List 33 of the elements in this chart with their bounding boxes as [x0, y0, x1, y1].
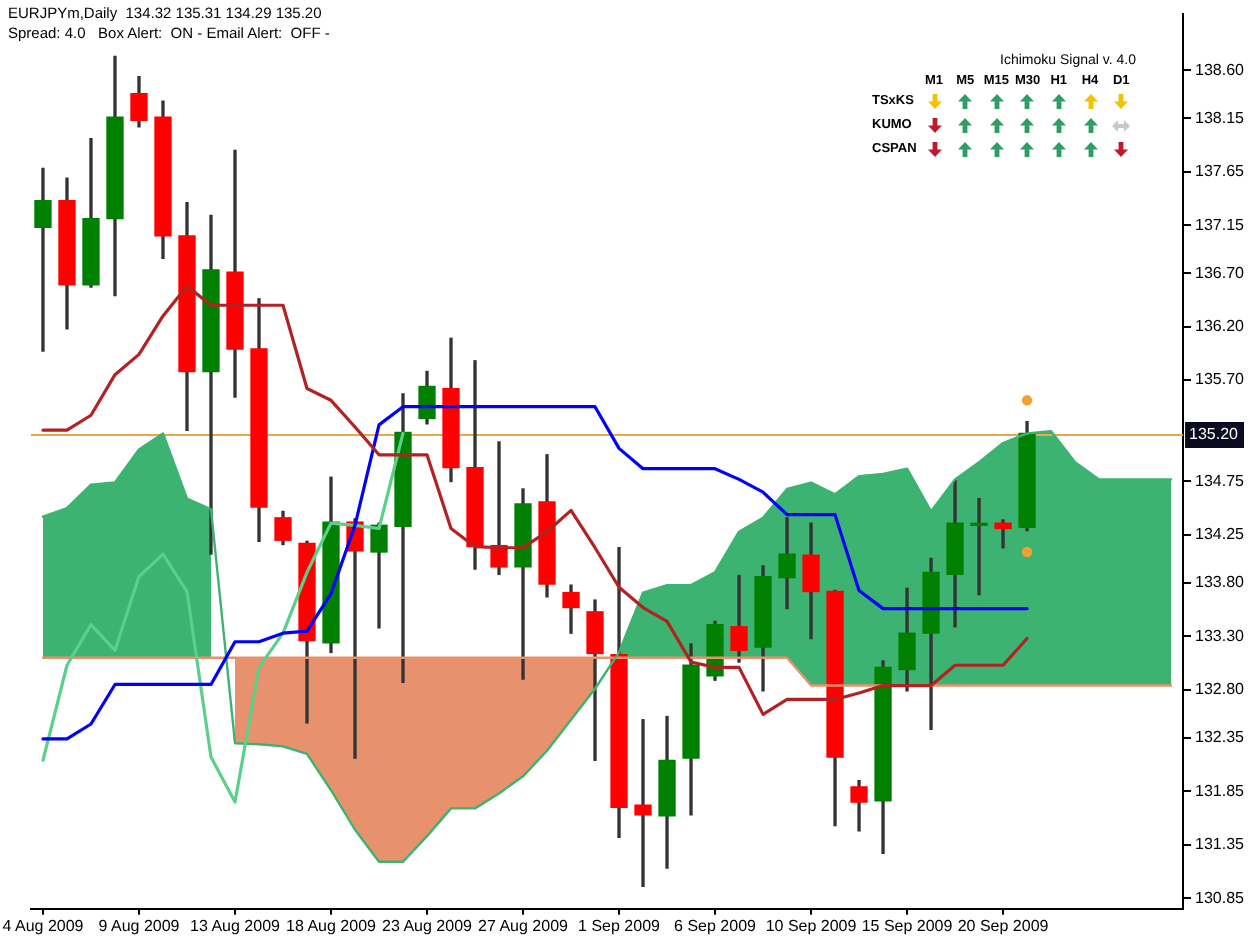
y-tick-label: 132.35 [1195, 728, 1246, 747]
x-tick-label: 15 Sep 2009 [861, 916, 954, 935]
y-tick-label: 137.15 [1195, 215, 1246, 234]
y-tick-label: 134.25 [1195, 525, 1246, 544]
y-tick-label: 130.85 [1195, 888, 1246, 907]
x-tick-label: 4 Aug 2009 [2, 916, 85, 935]
candlestick [490, 441, 508, 576]
x-tick-label: 1 Sep 2009 [578, 916, 662, 935]
candlestick [970, 497, 988, 596]
x-tick-label: 6 Sep 2009 [674, 916, 758, 935]
y-tick-label: 132.80 [1195, 680, 1246, 699]
ref-line-label: 135.20 [1189, 425, 1240, 444]
y-tick-label: 136.20 [1195, 317, 1246, 336]
y-tick-label: 131.35 [1195, 835, 1246, 854]
x-tick-label: 13 Aug 2009 [190, 916, 282, 935]
x-tick-label: 20 Sep 2009 [957, 916, 1050, 935]
y-tick-label: 135.70 [1195, 370, 1246, 389]
y-tick-label: 134.75 [1195, 471, 1246, 490]
candlestick [994, 519, 1012, 549]
y-tick-label: 138.15 [1195, 108, 1246, 127]
x-tick-label: 9 Aug 2009 [98, 916, 181, 935]
candlestick [634, 719, 652, 888]
x-tick-label: 10 Sep 2009 [765, 916, 858, 935]
y-tick-label: 136.70 [1195, 263, 1246, 282]
x-tick-label: 27 Aug 2009 [478, 916, 570, 935]
y-tick-label: 133.30 [1195, 626, 1246, 645]
y-tick-label: 131.85 [1195, 781, 1246, 800]
x-tick-label: 18 Aug 2009 [286, 916, 378, 935]
candlestick [34, 167, 52, 352]
y-tick-label: 137.65 [1195, 162, 1246, 181]
y-tick-label: 133.80 [1195, 573, 1246, 592]
y-tick-label: 138.60 [1195, 60, 1246, 79]
x-tick-label: 23 Aug 2009 [382, 916, 474, 935]
